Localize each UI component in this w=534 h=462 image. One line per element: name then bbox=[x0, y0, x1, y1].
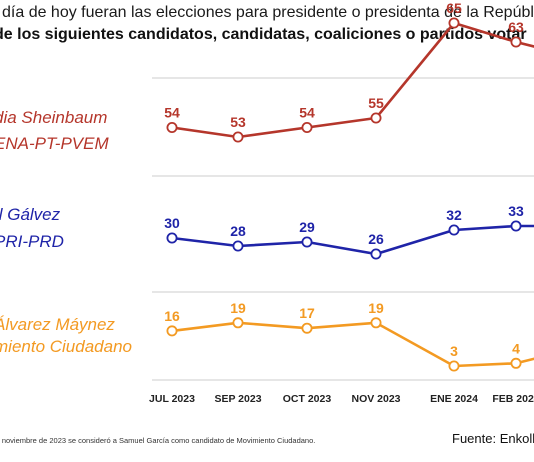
data-label: 19 bbox=[368, 300, 384, 316]
source-label: Fuente: Enkoll bbox=[452, 431, 534, 446]
series-label-line2: PRI-PRD bbox=[0, 232, 64, 251]
data-label: 30 bbox=[164, 215, 180, 231]
series-label-line2: ENA-PT-PVEM bbox=[0, 134, 109, 153]
data-label: 16 bbox=[164, 308, 180, 324]
data-point bbox=[510, 36, 522, 48]
data-point bbox=[448, 224, 460, 236]
data-point bbox=[448, 17, 460, 29]
footnote: y noviembre de 2023 se consideró a Samue… bbox=[0, 436, 316, 445]
data-point bbox=[301, 322, 313, 334]
data-point bbox=[301, 236, 313, 248]
data-point bbox=[370, 248, 382, 260]
series-line bbox=[171, 224, 517, 256]
data-label: 63 bbox=[508, 19, 524, 35]
data-point bbox=[232, 131, 244, 143]
series-label-line1: tl Gálvez bbox=[0, 205, 61, 224]
data-label: 4 bbox=[512, 340, 520, 356]
question-line-1: l día de hoy fueran las elecciones para … bbox=[0, 4, 534, 21]
data-point bbox=[232, 240, 244, 252]
data-label: 55 bbox=[368, 95, 384, 111]
x-tick-label: ENE 2024 bbox=[430, 393, 478, 405]
data-label: 54 bbox=[164, 105, 180, 121]
data-label: 19 bbox=[230, 300, 246, 316]
data-label: 3 bbox=[450, 343, 458, 359]
data-label: 28 bbox=[230, 223, 246, 239]
data-point bbox=[166, 122, 178, 134]
data-label: 32 bbox=[446, 207, 462, 223]
data-label: 29 bbox=[299, 219, 315, 235]
data-label: 26 bbox=[368, 231, 384, 247]
data-label: 53 bbox=[230, 114, 246, 130]
data-label: 65 bbox=[446, 0, 462, 16]
question-line-2: de los siguientes candidatos, candidatas… bbox=[0, 26, 527, 43]
series-label-line2: miento Ciudadano bbox=[0, 337, 132, 356]
x-tick-label: OCT 2023 bbox=[283, 393, 332, 405]
data-point bbox=[370, 112, 382, 124]
series-label-line1: Álvarez Máynez bbox=[0, 315, 115, 334]
data-point bbox=[301, 122, 313, 134]
data-point bbox=[166, 232, 178, 244]
data-label: 33 bbox=[508, 203, 524, 219]
x-tick-label: JUL 2023 bbox=[149, 393, 195, 405]
data-point bbox=[510, 220, 522, 232]
data-point bbox=[166, 325, 178, 337]
data-label: 17 bbox=[299, 305, 315, 321]
x-tick-label: SEP 2023 bbox=[214, 393, 261, 405]
data-point bbox=[232, 317, 244, 329]
data-point bbox=[510, 357, 522, 369]
data-point bbox=[448, 360, 460, 372]
data-label: 54 bbox=[299, 105, 315, 121]
series-line bbox=[171, 21, 517, 139]
x-tick-label: NOV 2023 bbox=[351, 393, 400, 405]
x-tick-label: FEB 2024 bbox=[492, 393, 534, 405]
series-label-line1: dia Sheinbaum bbox=[0, 108, 107, 127]
data-point bbox=[370, 317, 382, 329]
series-line bbox=[171, 321, 517, 368]
